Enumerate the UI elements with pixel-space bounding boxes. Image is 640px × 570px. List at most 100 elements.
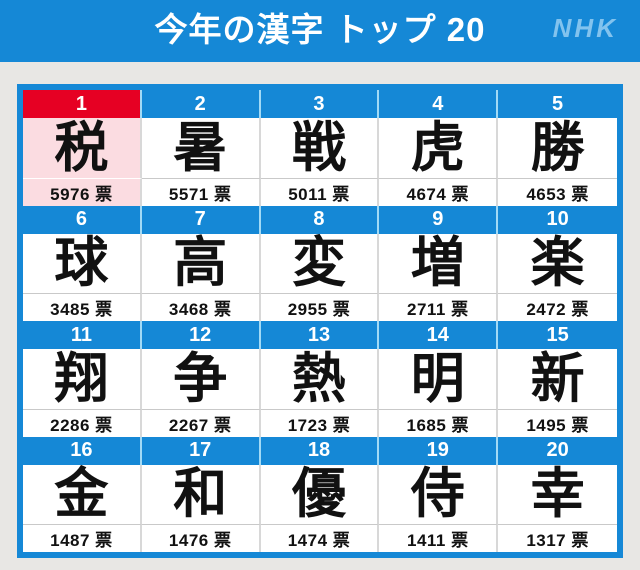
- vote-count: 5011 票: [260, 177, 380, 206]
- vote-count: 1495 票: [498, 408, 617, 437]
- kanji-character: 勝: [498, 118, 617, 178]
- kanji-cell: 20 幸 1317 票: [498, 436, 617, 552]
- rank-number: 15: [546, 323, 569, 346]
- kanji-character: 暑: [141, 118, 261, 178]
- vote-count: 2711 票: [379, 293, 499, 321]
- kanji-cell: 1 税 5976 票: [23, 90, 142, 206]
- kanji-character: 翔: [23, 349, 142, 409]
- kanji-cell: 14 明 1685 票: [379, 321, 499, 437]
- kanji-cell: 9 増 2711 票: [379, 205, 499, 321]
- rank-number: 12: [189, 323, 212, 346]
- vote-count: 1723 票: [260, 408, 380, 437]
- rank-number: 14: [426, 323, 449, 346]
- rank-badge: 6: [23, 205, 142, 234]
- rank-badge: 10: [498, 205, 617, 234]
- rank-number: 4: [432, 92, 444, 115]
- kanji-cell: 16 金 1487 票: [23, 436, 142, 552]
- kanji-cell: 7 高 3468 票: [141, 205, 261, 321]
- rank-badge: 16: [23, 436, 142, 465]
- rank-number: 18: [307, 439, 331, 461]
- rank-number: 10: [546, 208, 569, 230]
- rank-number: 9: [432, 208, 444, 230]
- rank-number: 11: [70, 323, 92, 346]
- rank-badge: 13: [260, 321, 380, 349]
- rank-number: 8: [313, 208, 325, 230]
- kanji-character: 変: [260, 233, 380, 293]
- rank-badge: 18: [260, 436, 380, 465]
- rank-badge: 17: [141, 436, 261, 465]
- kanji-cell: 3 戦 5011 票: [260, 90, 380, 206]
- kanji-cell: 19 侍 1411 票: [379, 436, 499, 552]
- rank-badge: 19: [379, 436, 499, 465]
- kanji-cell: 15 新 1495 票: [498, 321, 617, 437]
- ranking-grid: 1 税 5976 票 2 暑 5571 票 3 戦 5011 票 4 虎 467…: [23, 90, 617, 552]
- vote-count: 1317 票: [498, 524, 617, 552]
- kanji-cell: 5 勝 4653 票: [498, 90, 617, 206]
- kanji-cell: 13 熱 1723 票: [260, 321, 380, 437]
- vote-count: 3468 票: [141, 293, 261, 321]
- kanji-cell: 18 優 1474 票: [260, 436, 380, 552]
- rank-number: 13: [307, 323, 331, 346]
- ranking-frame: 1 税 5976 票 2 暑 5571 票 3 戦 5011 票 4 虎 467…: [17, 84, 623, 558]
- vote-count: 5976 票: [23, 177, 142, 206]
- vote-count: 2955 票: [260, 293, 380, 321]
- page-title: 今年の漢字 トップ 20: [154, 11, 486, 48]
- kanji-cell: 8 変 2955 票: [260, 205, 380, 321]
- rank-badge: 12: [141, 321, 261, 349]
- vote-count: 2267 票: [141, 408, 261, 437]
- vote-count: 2472 票: [498, 293, 617, 321]
- rank-badge: 4: [379, 90, 499, 118]
- rank-badge: 15: [498, 321, 617, 349]
- rank-badge: 1: [23, 90, 142, 118]
- rank-number: 16: [70, 439, 93, 461]
- kanji-character: 和: [141, 464, 261, 524]
- vote-count: 1476 票: [141, 524, 261, 552]
- rank-number: 20: [546, 439, 569, 461]
- vote-count: 4653 票: [498, 177, 617, 206]
- rank-number: 7: [194, 208, 206, 230]
- kanji-character: 楽: [498, 233, 617, 293]
- kanji-character: 優: [260, 464, 380, 524]
- kanji-character: 争: [141, 349, 261, 409]
- rank-badge: 2: [141, 90, 261, 118]
- kanji-character: 金: [23, 464, 142, 524]
- rank-badge: 3: [260, 90, 380, 118]
- vote-count: 4674 票: [379, 177, 499, 206]
- rank-badge: 9: [379, 205, 499, 234]
- kanji-character: 増: [379, 233, 499, 293]
- kanji-cell: 4 虎 4674 票: [379, 90, 499, 206]
- rank-badge: 11: [23, 321, 142, 349]
- vote-count: 3485 票: [23, 293, 142, 321]
- kanji-cell: 11 翔 2286 票: [23, 321, 142, 437]
- rank-badge: 7: [141, 205, 261, 234]
- kanji-character: 税: [23, 118, 142, 178]
- rank-number: 19: [426, 439, 449, 461]
- kanji-cell: 12 争 2267 票: [141, 321, 261, 437]
- kanji-character: 新: [498, 349, 617, 409]
- rank-badge: 14: [379, 321, 499, 349]
- rank-number: 1: [75, 92, 87, 115]
- rank-badge: 8: [260, 205, 380, 234]
- vote-count: 1474 票: [260, 524, 380, 552]
- rank-number: 5: [552, 92, 564, 115]
- vote-count: 1685 票: [379, 408, 499, 437]
- rank-number: 17: [189, 439, 212, 461]
- rank-number: 2: [194, 92, 206, 115]
- kanji-character: 熱: [260, 349, 380, 409]
- kanji-character: 戦: [260, 118, 380, 178]
- vote-count: 5571 票: [141, 177, 261, 206]
- rank-number: 6: [75, 208, 87, 230]
- kanji-character: 幸: [498, 464, 617, 524]
- kanji-cell: 6 球 3485 票: [23, 205, 142, 321]
- kanji-character: 侍: [379, 464, 499, 524]
- kanji-cell: 2 暑 5571 票: [141, 90, 261, 206]
- kanji-cell: 10 楽 2472 票: [498, 205, 617, 321]
- rank-badge: 20: [498, 436, 617, 465]
- rank-badge: 5: [498, 90, 617, 118]
- kanji-cell: 17 和 1476 票: [141, 436, 261, 552]
- nhk-logo: NHK: [552, 13, 618, 43]
- kanji-character: 虎: [379, 118, 499, 178]
- vote-count: 1487 票: [23, 524, 142, 552]
- rank-number: 3: [313, 92, 325, 115]
